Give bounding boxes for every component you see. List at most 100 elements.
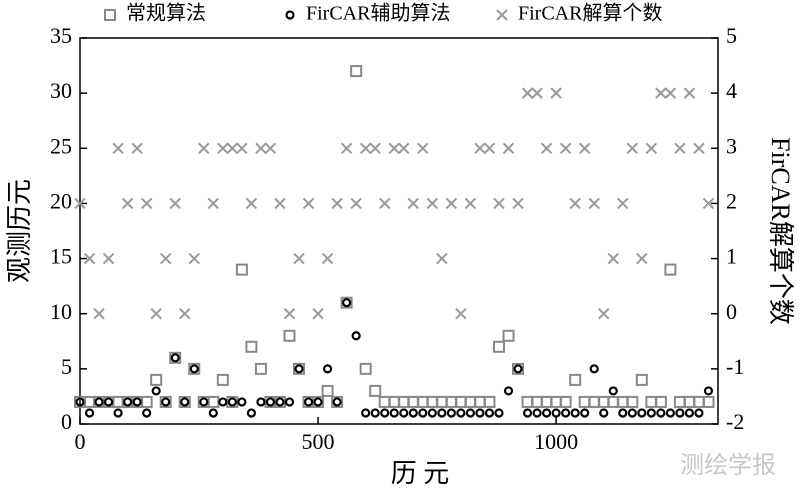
y2-tick-label: 3 (726, 133, 737, 158)
point (475, 408, 485, 418)
point (521, 395, 534, 408)
point (284, 397, 295, 407)
point (436, 252, 448, 265)
legend-marker (496, 9, 508, 21)
point (226, 142, 239, 154)
point (169, 351, 182, 364)
point (645, 395, 658, 408)
point (673, 395, 686, 408)
point (521, 87, 534, 99)
y2-tick-label: 4 (726, 78, 737, 103)
point (559, 395, 572, 408)
point (331, 197, 343, 210)
point (512, 362, 525, 375)
point (159, 395, 172, 408)
point (245, 197, 258, 210)
y2-tick-label: -2 (726, 409, 744, 434)
point (380, 408, 390, 418)
point (418, 408, 428, 418)
legend-label: FirCAR辅助算法 (306, 2, 450, 25)
point (437, 408, 447, 418)
point (208, 408, 218, 418)
point (617, 197, 629, 210)
point (218, 397, 228, 407)
point (408, 408, 418, 418)
point (293, 362, 306, 375)
point (369, 142, 381, 154)
point (607, 252, 619, 265)
point (388, 142, 400, 154)
point (416, 395, 429, 408)
point (283, 308, 296, 320)
point (664, 87, 677, 99)
point (588, 395, 601, 408)
legend-marker (104, 9, 116, 21)
point (456, 408, 466, 418)
point (359, 142, 372, 154)
point (369, 384, 382, 397)
point (693, 142, 705, 154)
point (580, 408, 590, 418)
point (684, 408, 695, 418)
point (94, 397, 104, 407)
point (112, 395, 125, 408)
point (608, 386, 618, 396)
point (322, 364, 333, 374)
point (397, 395, 410, 408)
point (484, 408, 495, 418)
point (645, 142, 658, 154)
point (540, 395, 553, 408)
y2-tick-label: -1 (726, 354, 744, 379)
point (474, 142, 486, 154)
point (179, 308, 191, 320)
point (607, 395, 620, 408)
point (151, 386, 161, 396)
point (93, 308, 105, 320)
point (321, 384, 334, 397)
point (74, 197, 86, 210)
point (483, 142, 496, 154)
point (332, 397, 342, 407)
y-tick-label: 20 (50, 188, 72, 213)
legend-label: FirCAR解算个数 (518, 2, 662, 25)
point (599, 408, 609, 418)
legend-marker (285, 10, 295, 20)
x-tick-label: 0 (75, 429, 86, 454)
point (112, 142, 124, 154)
point (379, 197, 391, 210)
y2-tick-label: 0 (726, 299, 737, 324)
point (683, 395, 696, 408)
point (275, 397, 285, 407)
point (626, 142, 639, 154)
point (427, 408, 437, 418)
y-tick-label: 5 (61, 354, 72, 379)
point (512, 197, 524, 210)
point (227, 397, 237, 407)
point (378, 395, 391, 408)
point (103, 397, 114, 407)
point (464, 197, 477, 210)
point (702, 395, 715, 408)
point (675, 408, 685, 418)
point (302, 197, 315, 210)
point (256, 397, 266, 407)
point (246, 408, 257, 418)
point (578, 395, 591, 408)
point (389, 408, 399, 418)
y-axis-label: 观测历元 (5, 179, 34, 283)
point (540, 142, 553, 154)
point (207, 395, 220, 408)
point (532, 408, 542, 418)
point (522, 408, 533, 418)
point (493, 197, 505, 210)
point (616, 395, 629, 408)
point (361, 408, 371, 418)
point (236, 142, 248, 154)
point (445, 395, 458, 408)
point (150, 308, 162, 320)
y-tick-label: 30 (50, 78, 72, 103)
point (399, 408, 409, 418)
y-tick-label: 25 (50, 133, 72, 158)
point (627, 408, 637, 418)
point (142, 408, 152, 418)
